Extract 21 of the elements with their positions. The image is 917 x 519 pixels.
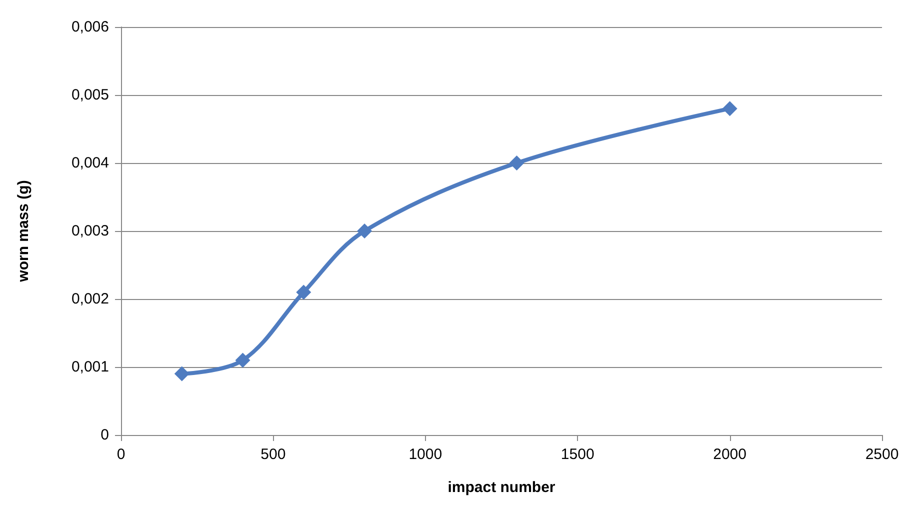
x-tick-label: 1000	[408, 446, 442, 463]
x-tick-label: 2500	[865, 446, 899, 463]
point	[235, 352, 250, 368]
y-tick-label: 0,004	[71, 154, 109, 172]
y-tick-label: 0,006	[71, 18, 109, 36]
y-tick-label: 0,005	[71, 86, 109, 104]
point	[174, 366, 190, 382]
y-tick-label: 0,003	[71, 222, 109, 240]
x-tick-label: 2000	[713, 446, 746, 463]
y-tick-label: 0	[100, 426, 109, 444]
point	[357, 224, 372, 238]
x-tick-label: 0	[116, 446, 126, 463]
x-tick-label: 1500	[560, 446, 594, 463]
point	[722, 101, 738, 116]
y-tick-label: 0,002	[71, 290, 109, 308]
y-tick-label: 0,001	[71, 358, 109, 376]
point	[296, 284, 312, 300]
y-axis-title: worn mass (g)	[15, 180, 32, 283]
point	[509, 156, 524, 170]
x-tick-label: 500	[260, 446, 286, 463]
x-axis-title: impact number	[448, 479, 556, 496]
